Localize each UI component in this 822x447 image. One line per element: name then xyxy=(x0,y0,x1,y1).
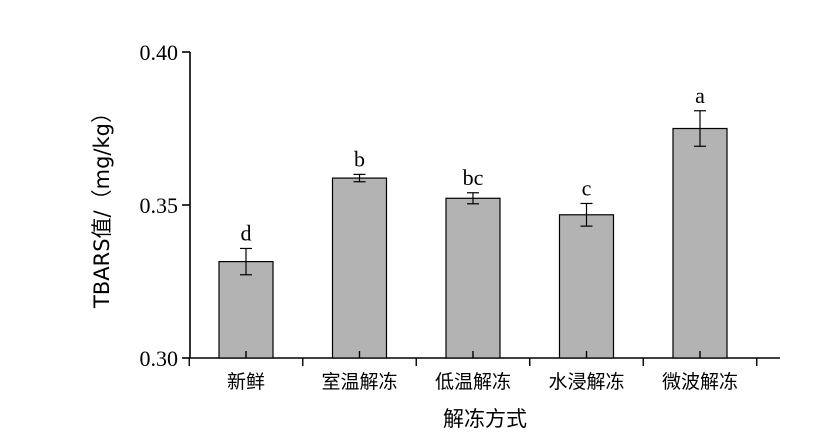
y-tick-label: 0.40 xyxy=(140,40,179,65)
significance-label: b xyxy=(354,146,365,171)
category-label: 室温解冻 xyxy=(321,371,397,393)
significance-label: a xyxy=(695,83,705,108)
x-axis-title: 解冻方式 xyxy=(443,407,527,431)
x-ticks-group: 新鲜 室温解冻 低温解冻 水浸解冻 微波解冻 xyxy=(188,351,758,393)
bar xyxy=(558,214,615,359)
y-ticks-group: 0.30 0.35 0.40 xyxy=(140,40,190,371)
y-tick-label: 0.35 xyxy=(140,193,179,218)
category-label: 新鲜 xyxy=(227,371,265,393)
bars-group: d b bc c a xyxy=(218,83,728,359)
category-label: 低温解冻 xyxy=(435,371,511,393)
bar xyxy=(672,127,728,359)
category-label: 水浸解冻 xyxy=(548,371,624,393)
significance-label: d xyxy=(241,220,252,245)
bar xyxy=(331,177,388,359)
significance-label: bc xyxy=(463,165,484,190)
y-axis-title: TBARS值/（mg/kg） xyxy=(90,102,114,309)
category-label: 微波解冻 xyxy=(662,371,738,393)
significance-label: c xyxy=(582,175,592,200)
bar xyxy=(445,197,501,359)
bar xyxy=(218,261,274,359)
y-tick-label: 0.30 xyxy=(140,346,179,371)
